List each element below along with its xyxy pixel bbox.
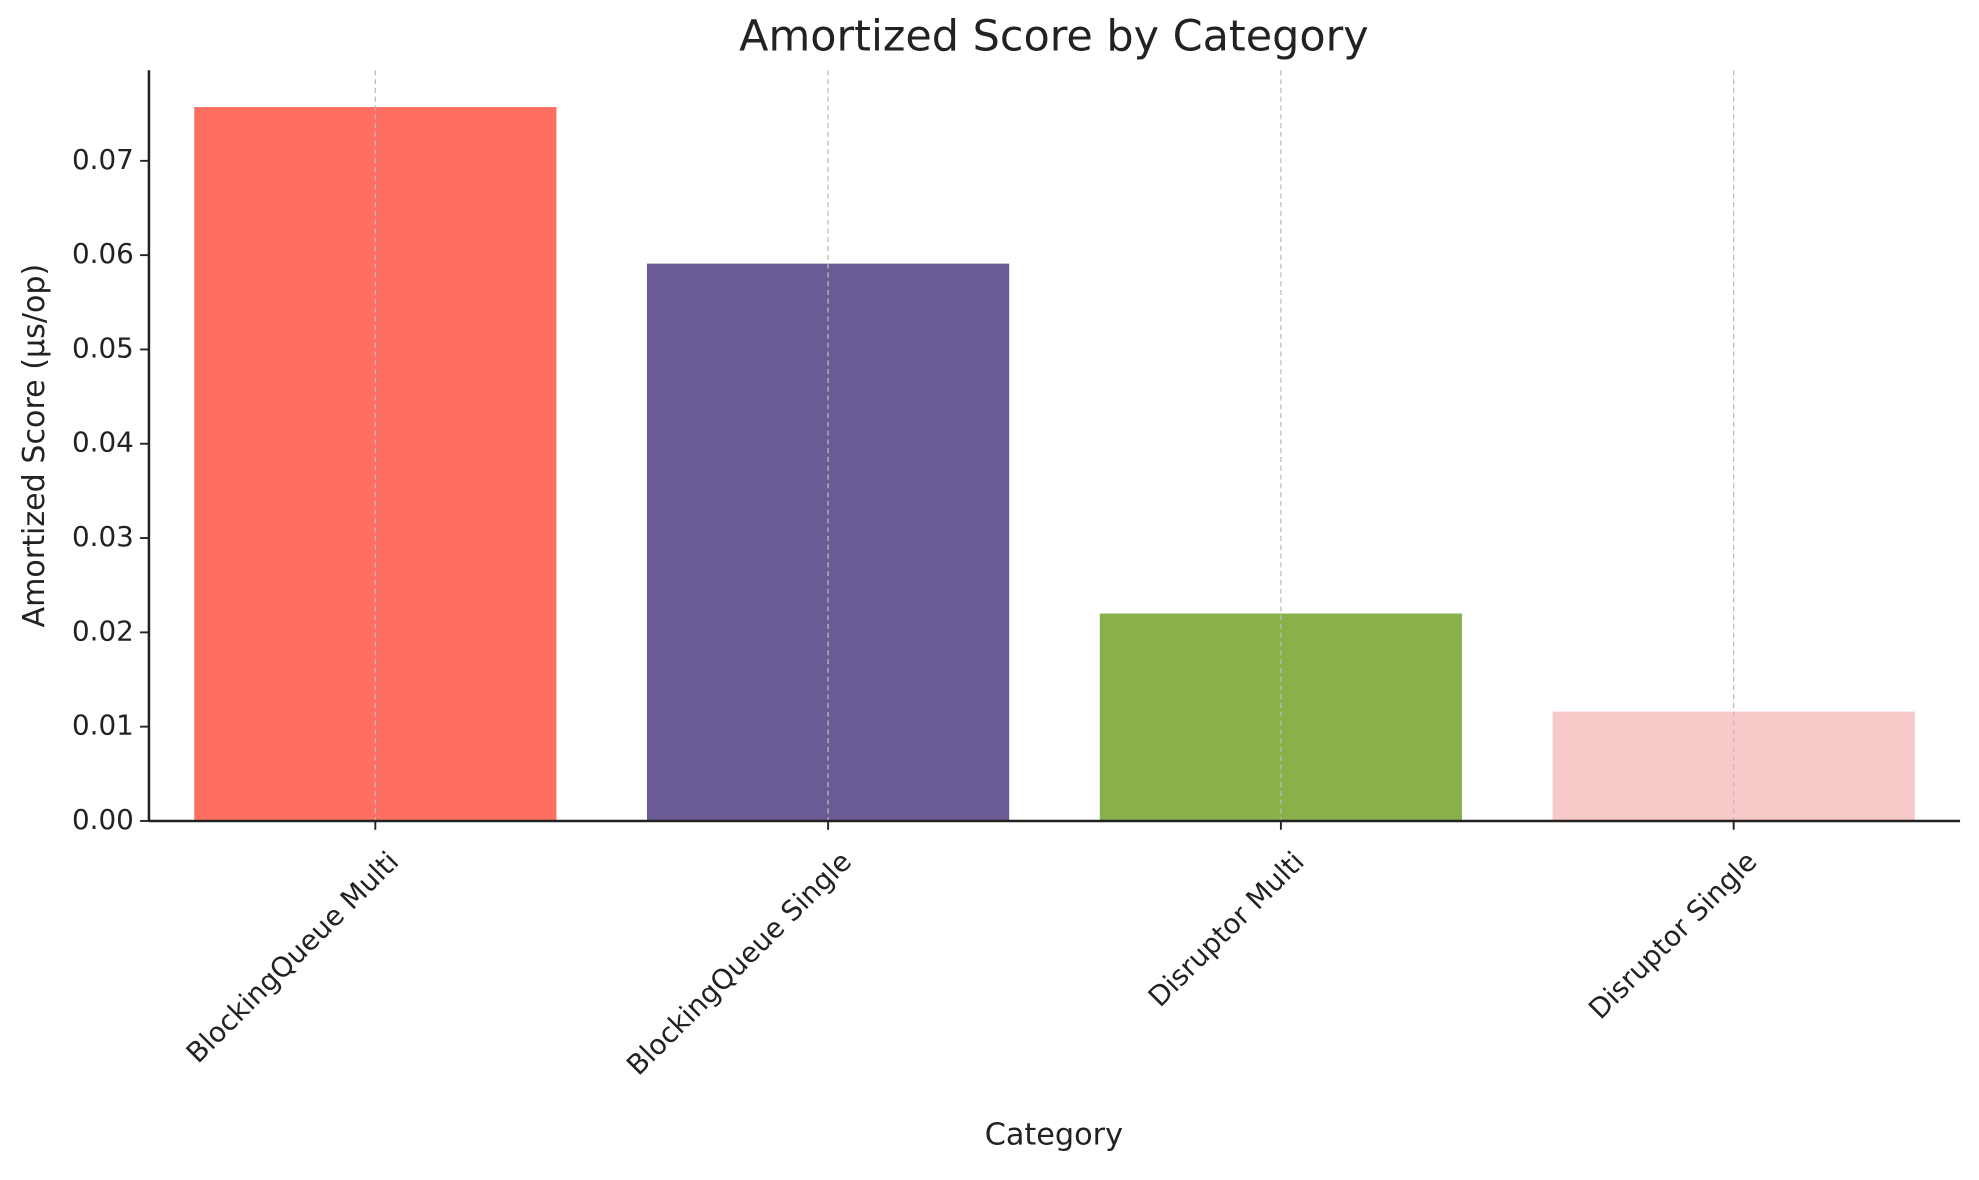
y-tick-label: 0.00 [72, 803, 134, 836]
y-tick-label: 0.06 [72, 237, 134, 270]
y-tick-label: 0.01 [72, 709, 134, 742]
x-tick-label: BlockingQueue Single [620, 845, 858, 1082]
chart-title: Amortized Score by Category [739, 11, 1369, 61]
y-tick-label: 0.02 [72, 614, 134, 647]
y-tick-label: 0.07 [72, 143, 134, 176]
y-tick-label: 0.03 [72, 520, 134, 553]
x-tick-label: Disruptor Single [1582, 845, 1764, 1026]
bar [646, 263, 1010, 821]
y-tick-label: 0.04 [72, 426, 134, 459]
y-tick-label: 0.05 [72, 331, 134, 364]
x-tick-label: Disruptor Multi [1142, 845, 1311, 1013]
x-axis-label: Category [985, 1118, 1123, 1153]
x-tick-label: BlockingQueue Multi [180, 845, 406, 1069]
bar [194, 107, 557, 821]
y-axis-label: Amortized Score (µs/op) [17, 264, 52, 628]
